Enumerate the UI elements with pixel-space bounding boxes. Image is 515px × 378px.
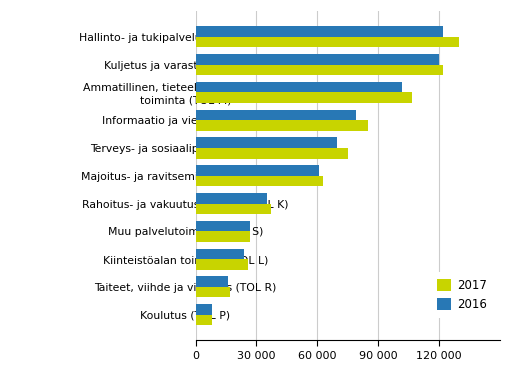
Bar xyxy=(196,304,212,315)
Bar xyxy=(196,148,348,158)
Bar xyxy=(196,193,267,204)
Bar xyxy=(196,276,228,287)
Bar xyxy=(196,165,319,176)
Bar xyxy=(196,65,443,75)
Bar xyxy=(196,26,443,37)
Bar xyxy=(196,315,212,325)
Bar xyxy=(196,92,413,103)
Bar xyxy=(196,37,459,47)
Bar xyxy=(196,259,248,270)
Bar xyxy=(196,138,337,148)
Bar xyxy=(196,110,356,120)
Bar xyxy=(196,176,323,186)
Bar xyxy=(196,54,439,65)
Bar xyxy=(196,221,250,231)
Bar xyxy=(196,82,402,92)
Bar xyxy=(196,231,250,242)
Bar xyxy=(196,204,271,214)
Legend: 2017, 2016: 2017, 2016 xyxy=(430,272,494,318)
Bar xyxy=(196,287,230,297)
Bar xyxy=(196,249,244,259)
Bar xyxy=(196,120,368,131)
